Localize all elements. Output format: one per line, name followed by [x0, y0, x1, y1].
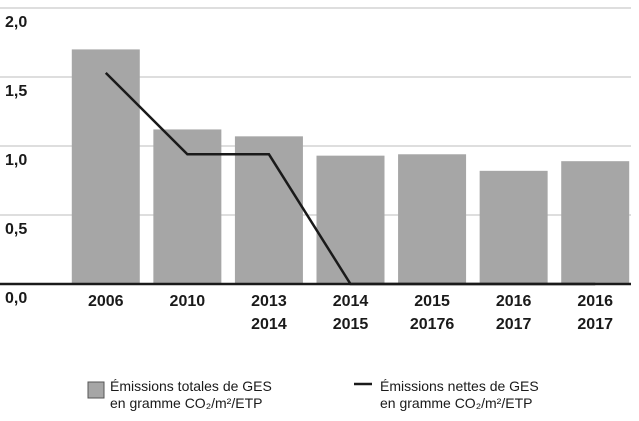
line	[104, 71, 596, 286]
legend-swatch	[87, 381, 105, 399]
x-tick-label: 2016 2017	[577, 293, 613, 333]
y-tick-label: 0,5	[5, 221, 27, 238]
x-tick-label: 2013 2014	[251, 293, 287, 333]
x-tick-line: 2013	[251, 293, 287, 310]
legend-label: Émissions nettes de GES en gramme CO₂/m²/…	[380, 378, 539, 411]
legend-line: en gramme CO₂/m²/ETP	[110, 395, 262, 411]
x-tick-line: 2015	[333, 316, 369, 333]
x-tick-line: 2017	[577, 316, 613, 333]
legend-label: Émissions totales de GES en gramme CO₂/m²…	[110, 378, 272, 411]
x-tick-label: 2010	[170, 293, 206, 310]
x-tick-line: 2016	[496, 293, 532, 310]
x-tick-line: 20176	[410, 316, 455, 333]
y-tick-label: 0,0	[5, 290, 27, 307]
x-tick-label: 2006	[88, 293, 124, 310]
y-tick-label: 1,5	[5, 83, 27, 100]
x-tick-line: 2010	[170, 293, 206, 310]
bar	[398, 154, 467, 284]
x-tick-label: 2015 20176	[410, 293, 455, 333]
x-tick-line: 2014	[333, 293, 369, 310]
x-tick-line: 2017	[496, 316, 532, 333]
x-tick-line: 2015	[414, 293, 450, 310]
bar	[71, 49, 140, 285]
bar	[316, 155, 385, 284]
bar	[479, 170, 548, 284]
x-tick-line: 2016	[577, 293, 613, 310]
x-tick-line: 2006	[88, 293, 124, 310]
bar	[561, 161, 630, 284]
legend-line: Émissions nettes de GES	[380, 378, 539, 394]
x-tick-label: 2014 2015	[333, 293, 369, 333]
y-tick-label: 1,0	[5, 152, 27, 169]
x-tick-line: 2014	[251, 316, 287, 333]
y-tick-label: 2,0	[5, 14, 27, 31]
legend-line: en gramme CO₂/m²/ETP	[380, 395, 532, 411]
bar	[234, 136, 303, 284]
x-tick-label: 2016 2017	[496, 293, 532, 333]
legend-line: Émissions totales de GES	[110, 378, 272, 394]
